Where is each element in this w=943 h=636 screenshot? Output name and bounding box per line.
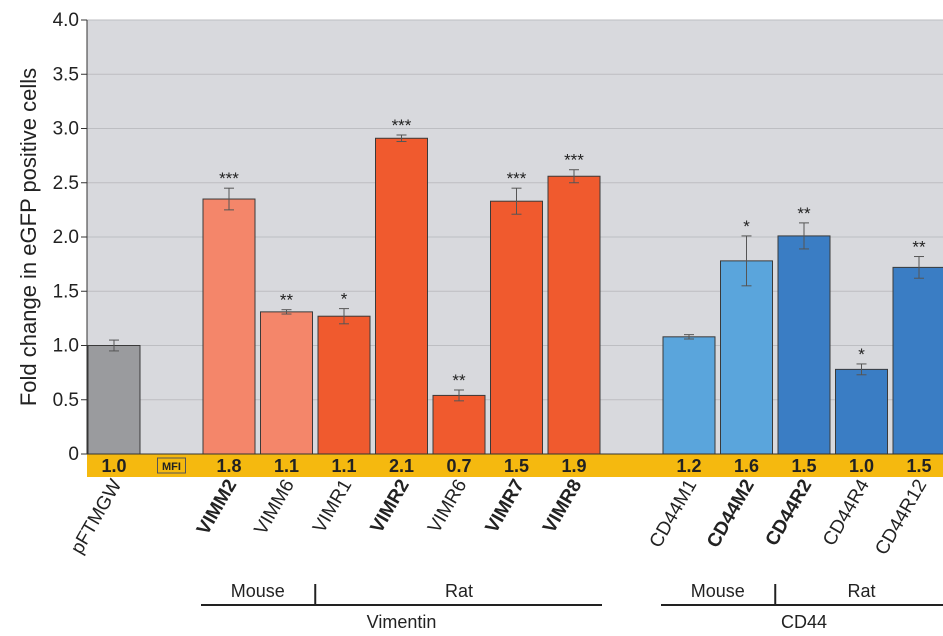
bar-cd44r12 (892, 266, 943, 455)
mfi-value: 1.8 (216, 456, 241, 476)
significance-label: ** (912, 238, 926, 257)
bar-vimr7 (490, 200, 543, 455)
y-tick-label: 3.0 (53, 119, 79, 140)
mfi-tag: MFI (162, 461, 181, 473)
bars: ***** ****************** (87, 116, 943, 455)
mfi-value: 1.9 (561, 456, 586, 476)
mfi-value: 2.1 (389, 456, 414, 476)
x-tick-label: VIMR7 (482, 476, 529, 537)
y-axis-title: Fold change in eGFP positive cells (16, 68, 41, 406)
mfi-values: 1.0 1.8 1.1 1.1 2.1 0.7 1.5 1.9 1.2 1.6 1.5 1.0 1.5 M… (101, 456, 931, 476)
y-tick-label: 0.5 (53, 390, 79, 411)
y-tick-label: 2.0 (53, 227, 79, 248)
bar-cd44r2 (777, 235, 831, 455)
y-tick-label: 1.0 (53, 336, 79, 357)
marker-group-label: CD44 (781, 612, 827, 632)
significance-label: ** (452, 371, 466, 390)
y-axis: 0 0.5 1.0 1.5 2.0 2.5 3.0 3.5 4.0 (53, 10, 88, 465)
bar-vimr6 (432, 394, 486, 455)
bar-cd44m1 (662, 336, 716, 455)
y-tick-label: 2.5 (53, 173, 79, 194)
significance-label: *** (392, 116, 412, 135)
significance-label: *** (564, 151, 584, 170)
species-group-label: Mouse (231, 581, 285, 601)
bar-pftmgw (87, 345, 141, 455)
bar-vimm6 (260, 311, 313, 455)
y-tick-label: 0 (68, 444, 79, 465)
species-group-label: Mouse (691, 581, 745, 601)
x-tick-label: CD44M2 (703, 476, 759, 551)
mfi-value: 1.1 (274, 456, 299, 476)
bar-vimr2 (375, 137, 428, 455)
significance-label: *** (219, 169, 239, 188)
bar-cd44r4 (835, 368, 888, 455)
significance-label: ** (280, 291, 294, 310)
significance-label: * (858, 345, 865, 364)
x-tick-label: CD44R12 (871, 476, 931, 559)
mfi-value: 1.0 (849, 456, 874, 476)
x-tick-label: VIMR6 (424, 476, 471, 537)
bar-cd44m2 (720, 260, 773, 455)
y-tick-label: 4.0 (53, 10, 79, 31)
group-brackets: Vimentin CD44 Mouse Rat Mouse Rat (201, 581, 943, 632)
x-tick-label: pFTMGW (67, 476, 126, 558)
significance-label: * (341, 290, 348, 309)
marker-group-label: Vimentin (367, 612, 437, 632)
x-tick-label: VIMR1 (309, 476, 356, 537)
mfi-value: 1.5 (791, 456, 816, 476)
species-group-label: Rat (847, 581, 875, 601)
significance-label: *** (507, 169, 527, 188)
significance-label: ** (797, 204, 811, 223)
mfi-strip (87, 454, 943, 477)
significance-label: * (743, 217, 750, 236)
mfi-value: 1.5 (906, 456, 931, 476)
species-group-label: Rat (445, 581, 473, 601)
x-tick-label: VIMR8 (539, 476, 586, 537)
mfi-value: 0.7 (446, 456, 471, 476)
y-tick-label: 1.5 (53, 281, 79, 302)
mfi-value: 1.1 (331, 456, 356, 476)
x-axis-labels: pFTMGW VIMM2 VIMM6 VIMR1 VIMR2 VIMR6 VIMR7 VIMR… (67, 476, 931, 559)
bar-vimm2 (202, 198, 256, 455)
mfi-value: 1.5 (504, 456, 529, 476)
x-tick-label: VIMR2 (367, 476, 414, 537)
x-tick-label: VIMM6 (251, 476, 299, 539)
x-tick-label: CD44M1 (646, 476, 702, 551)
bar-vimr1 (317, 315, 371, 455)
x-tick-label: VIMM2 (193, 476, 241, 539)
x-tick-label: CD44R4 (819, 476, 874, 550)
x-tick-label: CD44R2 (762, 476, 817, 550)
mfi-value: 1.2 (676, 456, 701, 476)
bar-vimr8 (547, 175, 601, 455)
mfi-value: 1.6 (734, 456, 759, 476)
mfi-value: 1.0 (101, 456, 126, 476)
mfi-tag-box (157, 457, 186, 474)
y-tick-label: 3.5 (53, 64, 79, 85)
